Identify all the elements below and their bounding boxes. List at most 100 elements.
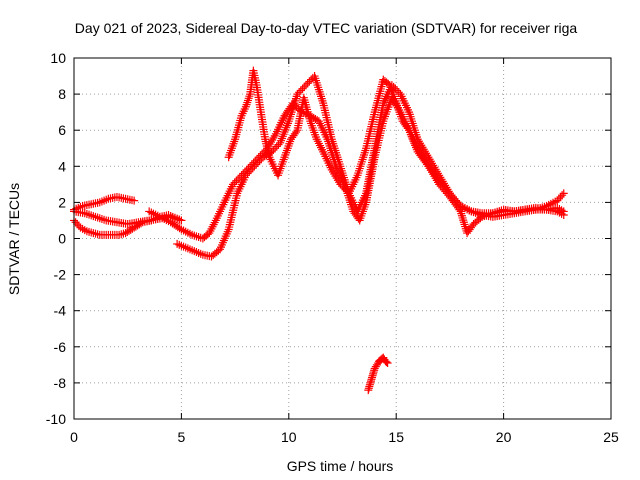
x-tick-label: 10 bbox=[281, 429, 297, 445]
data-point bbox=[89, 212, 98, 221]
chart-title: Day 021 of 2023, Sidereal Day-to-day VTE… bbox=[75, 20, 578, 36]
data-point bbox=[292, 128, 301, 137]
data-point bbox=[89, 229, 98, 238]
data-point bbox=[414, 146, 423, 155]
data-point bbox=[336, 180, 345, 189]
data-point bbox=[196, 233, 205, 242]
series-arc-6 bbox=[224, 66, 568, 238]
data-point bbox=[241, 171, 250, 180]
data-point bbox=[300, 82, 309, 91]
data-point bbox=[232, 176, 241, 185]
data-point bbox=[248, 164, 257, 173]
y-tick-label: 8 bbox=[58, 86, 66, 102]
data-point bbox=[301, 81, 310, 90]
y-tick-label: 6 bbox=[58, 122, 66, 138]
data-point bbox=[243, 169, 252, 178]
data-point bbox=[423, 160, 432, 169]
data-point bbox=[419, 154, 428, 163]
data-point bbox=[422, 158, 431, 167]
data-point bbox=[428, 168, 436, 177]
data-point bbox=[458, 213, 467, 222]
data-point bbox=[255, 156, 264, 165]
data-point bbox=[393, 86, 402, 95]
data-point bbox=[330, 170, 339, 179]
x-tick-label: 5 bbox=[178, 429, 186, 445]
data-point bbox=[328, 167, 337, 176]
data-point bbox=[228, 180, 237, 189]
data-point bbox=[403, 124, 412, 133]
data-point bbox=[246, 165, 255, 174]
data-point bbox=[331, 172, 340, 181]
data-point bbox=[244, 94, 253, 103]
plot-frame bbox=[73, 57, 612, 420]
series-arc-3 bbox=[70, 207, 186, 229]
data-point bbox=[426, 166, 435, 175]
data-point bbox=[100, 215, 109, 224]
y-tick-label: 2 bbox=[58, 194, 66, 210]
data-point bbox=[431, 174, 440, 183]
data-point bbox=[416, 148, 425, 157]
data-point bbox=[382, 358, 391, 367]
data-point bbox=[305, 77, 314, 86]
data-point bbox=[91, 229, 100, 238]
data-point bbox=[559, 189, 568, 198]
data-point bbox=[272, 142, 281, 151]
y-tick-label: -4 bbox=[54, 303, 67, 319]
x-tick-label: 20 bbox=[496, 429, 512, 445]
data-point bbox=[271, 144, 280, 153]
data-point bbox=[252, 160, 261, 169]
y-tick-label: 0 bbox=[58, 231, 66, 247]
data-point bbox=[250, 162, 259, 171]
data-point bbox=[245, 167, 254, 176]
axes: 0 5 10 15 20 25 -10 -8 -6 -4 -2 0 2 4 6 8 10 bbox=[46, 50, 619, 445]
y-tick-label: -6 bbox=[54, 339, 67, 355]
data-point bbox=[420, 156, 429, 165]
data-point bbox=[432, 176, 441, 185]
data-point bbox=[559, 211, 568, 220]
data-point bbox=[115, 230, 124, 239]
data-point bbox=[383, 359, 392, 368]
data-point bbox=[298, 84, 307, 93]
data-point bbox=[293, 90, 302, 99]
data-point bbox=[270, 131, 279, 140]
data-series bbox=[70, 66, 568, 395]
data-point bbox=[495, 207, 504, 216]
data-point bbox=[459, 216, 468, 225]
series-arc-5 bbox=[173, 72, 568, 261]
data-point bbox=[558, 191, 567, 200]
y-tick-label: 4 bbox=[58, 158, 66, 174]
data-point bbox=[459, 218, 468, 227]
data-point bbox=[93, 230, 102, 239]
x-tick-label: 0 bbox=[70, 429, 78, 445]
y-tick-label: -2 bbox=[54, 267, 67, 283]
data-point bbox=[97, 215, 106, 224]
data-point bbox=[295, 88, 304, 97]
data-point bbox=[332, 174, 341, 183]
data-point bbox=[253, 158, 262, 167]
data-point bbox=[417, 150, 426, 159]
data-point bbox=[425, 164, 434, 173]
data-point bbox=[245, 92, 254, 101]
data-point bbox=[424, 162, 433, 171]
data-point bbox=[296, 86, 305, 95]
data-point bbox=[93, 213, 102, 222]
data-point bbox=[484, 210, 493, 219]
data-point bbox=[338, 182, 347, 191]
data-point bbox=[268, 135, 277, 144]
data-point bbox=[303, 79, 312, 88]
grid bbox=[74, 58, 611, 419]
data-point bbox=[430, 172, 439, 181]
data-point bbox=[418, 152, 427, 161]
data-point bbox=[333, 176, 342, 185]
data-point bbox=[87, 211, 96, 220]
data-point bbox=[95, 214, 104, 223]
data-point bbox=[413, 144, 422, 153]
data-point bbox=[327, 165, 336, 174]
data-point bbox=[341, 185, 350, 194]
data-point bbox=[234, 174, 243, 183]
data-point bbox=[230, 178, 239, 187]
y-tick-label: -8 bbox=[54, 375, 67, 391]
data-point bbox=[177, 216, 186, 225]
data-point bbox=[130, 196, 139, 205]
